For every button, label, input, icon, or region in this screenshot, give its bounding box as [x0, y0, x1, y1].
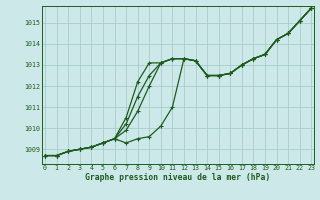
- X-axis label: Graphe pression niveau de la mer (hPa): Graphe pression niveau de la mer (hPa): [85, 173, 270, 182]
